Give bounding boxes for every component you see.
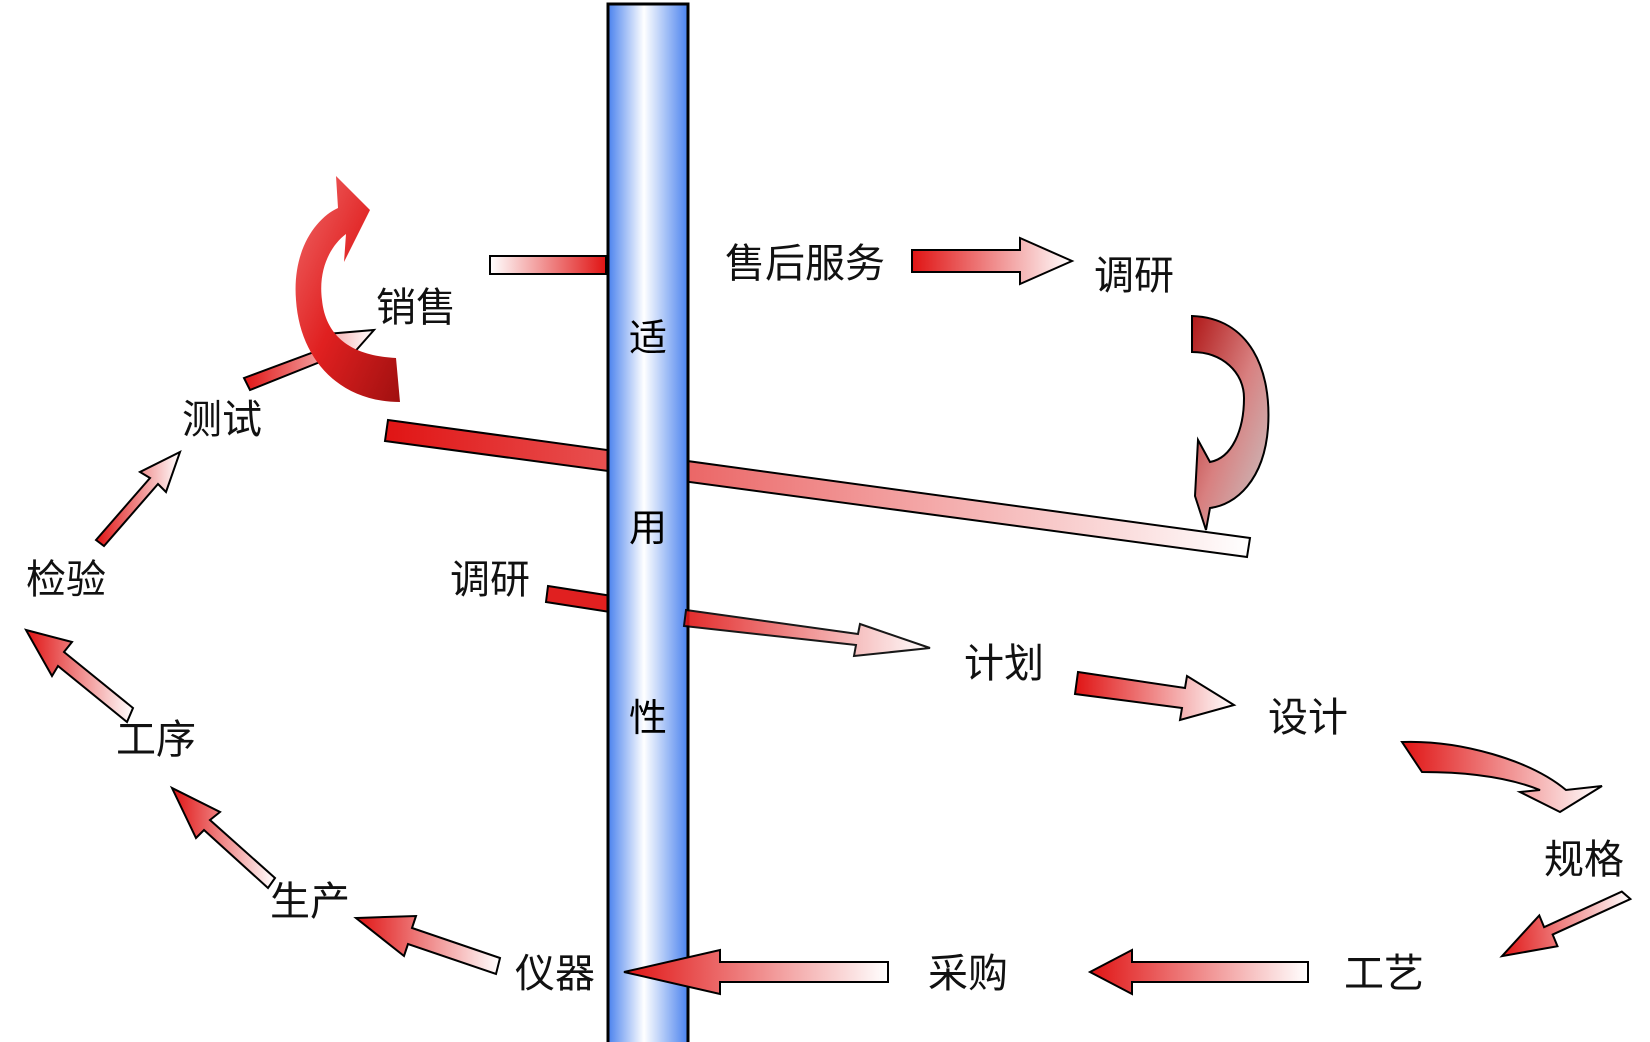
label-purchase: 采购 xyxy=(928,951,1008,997)
arrow-aftersales-to-research xyxy=(911,236,1075,286)
arrow-plan-to-design xyxy=(1073,670,1237,722)
label-procedure: 工序 xyxy=(116,717,196,763)
label-spec: 规格 xyxy=(1544,837,1624,883)
arrow-design-to-spec xyxy=(1400,740,1603,814)
pillar-char-1: 适 xyxy=(628,316,668,360)
arrow-inspection-to-testing xyxy=(94,450,182,548)
pillar-char-2: 用 xyxy=(628,506,668,550)
label-testing: 测试 xyxy=(182,397,262,443)
long-diagonal-bar xyxy=(383,418,1252,559)
label-research-mid: 调研 xyxy=(450,557,530,603)
label-inspection: 检验 xyxy=(26,557,106,603)
label-plan: 计划 xyxy=(964,641,1044,687)
curl-arrow-right xyxy=(1191,314,1270,531)
pillar-char-3: 性 xyxy=(628,696,668,740)
label-after-sales: 售后服务 xyxy=(725,241,885,287)
arrow-process-to-purchase xyxy=(1087,948,1309,996)
arrow-production-to-procedure xyxy=(169,785,277,890)
arrow-procedure-to-inspection xyxy=(23,628,135,724)
label-instrument: 仪器 xyxy=(515,951,595,997)
label-production: 生产 xyxy=(270,879,350,925)
label-sales: 销售 xyxy=(376,285,456,331)
label-design: 设计 xyxy=(1268,695,1348,741)
label-process: 工艺 xyxy=(1344,951,1424,997)
research-mid-bar xyxy=(544,584,614,614)
sales-bar xyxy=(489,255,607,275)
applicability-pillar xyxy=(606,2,690,1042)
arrow-purchase-to-instrument xyxy=(623,948,889,996)
label-research-top: 调研 xyxy=(1094,253,1174,299)
curl-arrow-sales xyxy=(295,176,400,402)
arrow-spec-to-process xyxy=(1499,890,1633,958)
arrow-research-to-plan xyxy=(682,608,931,658)
arrow-instrument-to-production xyxy=(353,914,502,976)
